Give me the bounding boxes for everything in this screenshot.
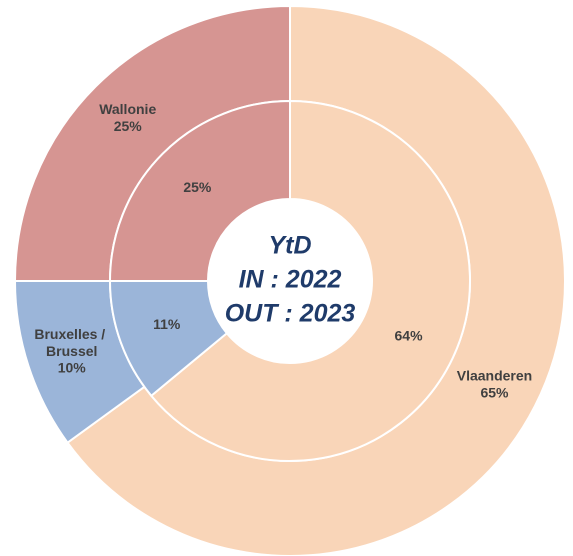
center-text: YtD [268,232,311,260]
value-label: 25% [183,179,212,195]
category-label: Bruxelles / Brussel [34,326,109,359]
category-label-line: Vlaanderen [457,367,532,383]
value-label: 10% [58,360,87,376]
center-text: IN : 2022 [239,266,342,294]
category-label-line: Wallonie [99,101,156,117]
category-label: Vlaanderen [457,367,532,383]
donut-segment [108,99,291,282]
category-label-line: Brussel [46,343,97,359]
center-text: OUT : 2023 [225,300,356,328]
value-label: 64% [395,327,424,343]
value-label: 11% [153,316,181,332]
value-label: 25% [114,118,143,134]
category-label: Wallonie [99,101,156,117]
category-label-line: Bruxelles / [34,326,109,342]
donut-segment [149,99,471,462]
value-label: 65% [480,384,509,400]
